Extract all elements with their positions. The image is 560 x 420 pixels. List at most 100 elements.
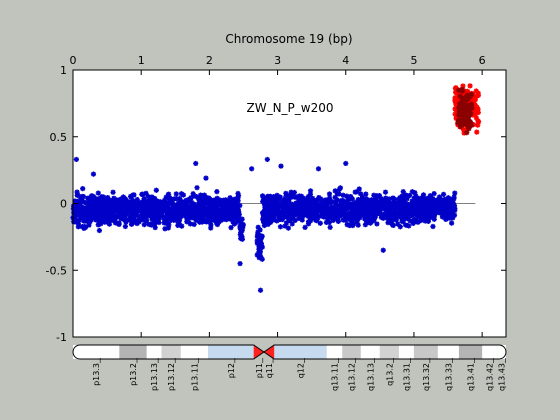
data-point: [310, 212, 316, 218]
data-point: [179, 223, 185, 229]
data-point: [447, 206, 453, 212]
data-point: [239, 236, 245, 242]
data-point: [123, 219, 129, 225]
data-point: [325, 216, 331, 222]
data-point: [257, 241, 263, 247]
data-point: [184, 204, 190, 210]
data-point: [197, 214, 203, 220]
data-point: [351, 220, 357, 227]
data-point: [410, 220, 416, 226]
ideogram-band: [413, 345, 438, 359]
band-label: p11: [255, 363, 264, 378]
data-point: [163, 220, 169, 226]
data-point: [468, 101, 475, 107]
data-point: [237, 202, 243, 209]
data-point: [353, 205, 359, 211]
data-point: [296, 215, 302, 221]
data-point: [398, 208, 404, 215]
data-point: [297, 212, 303, 218]
data-point: [337, 185, 343, 191]
data-point: [169, 205, 175, 212]
data-point: [264, 156, 270, 163]
band-label: p13.12: [167, 363, 176, 391]
data-point: [383, 195, 389, 201]
data-point: [193, 194, 200, 200]
data-point: [395, 203, 402, 209]
data-point: [404, 196, 410, 202]
data-point: [277, 224, 284, 230]
data-point: [360, 203, 366, 210]
data-point: [171, 217, 177, 223]
data-point: [327, 200, 333, 206]
data-point: [327, 224, 333, 230]
data-point: [330, 199, 336, 205]
data-point: [264, 206, 270, 212]
data-point: [354, 189, 360, 195]
data-point: [87, 198, 93, 204]
data-point: [197, 201, 203, 207]
data-point: [450, 197, 456, 203]
data-point: [389, 221, 395, 228]
data-point: [213, 217, 220, 224]
data-point: [274, 211, 280, 217]
data-point: [80, 207, 86, 213]
data-point: [332, 194, 338, 200]
data-point: [381, 198, 388, 204]
data-point: [78, 195, 84, 201]
data-point: [254, 233, 260, 240]
data-point: [461, 116, 468, 122]
data-point: [78, 198, 85, 205]
data-point: [235, 218, 241, 224]
data-point: [437, 196, 443, 202]
band-label: p13.3: [92, 363, 101, 386]
x-tick-label: 6: [479, 54, 486, 67]
data-point: [432, 210, 438, 216]
data-point: [307, 218, 313, 224]
data-point: [386, 199, 392, 205]
data-point: [270, 217, 276, 223]
ideogram-band: [274, 345, 327, 359]
data-point: [440, 191, 447, 197]
data-point: [143, 206, 149, 212]
data-point: [374, 221, 380, 227]
data-point: [139, 191, 145, 198]
data-point: [372, 204, 378, 210]
data-point: [213, 204, 219, 210]
data-point: [393, 217, 399, 223]
data-point: [112, 220, 119, 226]
data-point: [167, 200, 173, 206]
data-point: [208, 225, 214, 231]
data-point: [363, 198, 369, 204]
data-point: [114, 213, 120, 219]
data-point: [464, 129, 470, 136]
data-point: [121, 216, 127, 223]
data-point: [279, 216, 285, 223]
data-point: [385, 220, 391, 226]
data-point: [365, 203, 371, 209]
data-point: [261, 222, 268, 229]
data-point: [312, 212, 318, 218]
data-point: [460, 114, 466, 120]
chromosome-ideogram: p13.3 p13.2 p13.13 p13.12 p13.11 p12 p11 q11 q12…: [72, 344, 507, 391]
data-point: [470, 109, 476, 115]
ideogram-band: [437, 345, 459, 359]
data-point: [152, 200, 159, 206]
data-point: [148, 222, 154, 228]
data-point: [409, 198, 415, 204]
data-point: [274, 197, 281, 203]
data-point: [318, 196, 324, 202]
band-label: q13.2: [385, 363, 394, 386]
data-point: [235, 190, 241, 197]
data-point: [175, 211, 182, 217]
data-point: [449, 213, 455, 220]
data-point: [452, 111, 458, 117]
data-point: [118, 196, 124, 202]
data-point: [99, 200, 106, 206]
data-point: [398, 213, 404, 220]
data-point: [277, 211, 283, 218]
data-point: [371, 213, 377, 219]
data-point: [131, 213, 137, 220]
data-point: [213, 213, 219, 220]
centromere-q: [263, 345, 275, 359]
data-point: [284, 193, 291, 199]
